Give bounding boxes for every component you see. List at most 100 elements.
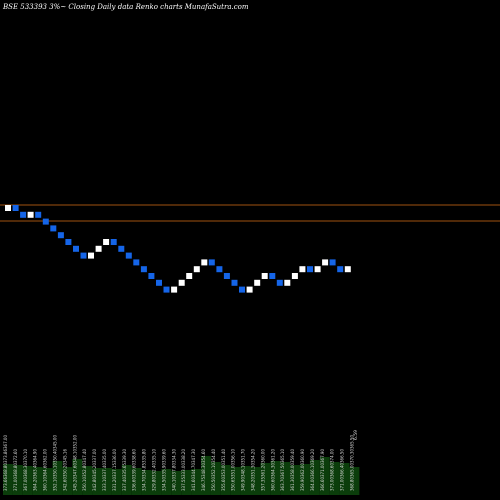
volume-label: 347.40 — [82, 449, 87, 463]
volume-label: 349.90 — [241, 477, 246, 491]
volume-label: 371.00 — [320, 463, 325, 477]
renko-brick-down — [216, 266, 223, 273]
volume-label: 342.80 — [92, 477, 97, 491]
volume-label: 334.70 — [142, 477, 147, 491]
volume-label: 350.65 — [231, 477, 236, 491]
volume-bar — [171, 471, 182, 495]
renko-brick-up — [201, 259, 208, 266]
volume-label: 340.10 — [171, 477, 176, 491]
volume-label: 335.80 — [142, 449, 147, 463]
volume-label: 334.85 — [142, 463, 147, 477]
renko-bricks — [5, 205, 351, 293]
volume-bar — [72, 459, 83, 495]
volume-label: 337.55 — [181, 477, 186, 491]
volume-label: 360.90 — [300, 449, 305, 463]
volume-bar — [32, 467, 43, 495]
volume-bar — [280, 462, 291, 495]
renko-brick-down — [140, 266, 147, 273]
volume-label: 373.86 — [3, 449, 8, 463]
chart-title: BSE 533393 3%~ Closing Daily data Renko … — [3, 3, 249, 11]
volume-label: 362.00 — [43, 449, 48, 463]
volume-label: 335.00 — [102, 449, 107, 463]
volume-label: 360.60 — [270, 477, 275, 491]
volume-label: 338.20 — [181, 449, 186, 463]
volume-label: 368.80 — [350, 477, 355, 491]
volume-label: 346.75 — [201, 477, 206, 491]
volume-label: 339.60 — [132, 463, 137, 477]
volume-label: 359.40 — [290, 449, 295, 463]
volume-bar — [22, 466, 33, 495]
volume-label: 363.40 — [33, 463, 38, 477]
volume-label: 337.80 — [171, 463, 176, 477]
volume-label: 363.70 — [280, 477, 285, 491]
volume-bar — [12, 465, 23, 495]
volume-label: 374.00 — [330, 449, 335, 463]
volume-label: 368.80 — [13, 463, 18, 477]
volume-label: 339.30 — [122, 449, 127, 463]
renko-brick-up — [314, 266, 321, 273]
volume-label: 348.10 — [241, 463, 246, 477]
volume-label: 368.80 — [3, 463, 8, 477]
volume-label: 331.20 — [112, 477, 117, 491]
volume-label: 358.00 — [290, 463, 295, 477]
volume-label: 369.20 — [310, 449, 315, 463]
volume-label: 345.20 — [72, 477, 77, 491]
volume-label: 357.35 — [260, 477, 265, 491]
volume-label: 373.00 — [330, 477, 335, 491]
volume-bar — [111, 469, 122, 495]
renko-brick-down — [329, 259, 336, 266]
renko-brick-down — [12, 205, 19, 211]
volume-label: 344.70 — [191, 463, 196, 477]
volume-label: 352.10 — [53, 477, 58, 491]
renko-brick-down — [65, 239, 72, 245]
volume-bar — [151, 471, 162, 495]
volume-label: 364.00 — [310, 477, 315, 491]
renko-brick-down — [231, 279, 238, 286]
volume-label: 335.90 — [161, 463, 166, 477]
renko-brick-up — [291, 273, 298, 279]
volume-label: 361.30 — [290, 477, 295, 491]
volume-bar — [42, 468, 53, 495]
volume-bar — [260, 463, 271, 495]
volume-label: 352.00 — [72, 435, 77, 449]
renko-brick-up — [171, 286, 178, 293]
volume-label: 354.20 — [251, 449, 256, 463]
volume-label: 361.20 — [270, 449, 275, 463]
volume-label: 367.00 — [23, 477, 28, 491]
volume-label: 351.70 — [241, 449, 246, 463]
volume-label: 337.15 — [112, 463, 117, 477]
renko-brick-down — [80, 252, 87, 259]
renko-brick-down — [50, 225, 57, 232]
volume-bar — [290, 465, 300, 495]
volume-bar — [181, 470, 192, 495]
volume-label: 367.50 — [280, 463, 285, 477]
volume-label: 347.60 — [72, 463, 77, 477]
volume-bar — [210, 462, 221, 495]
volume-bar — [319, 457, 330, 495]
volume-label: 351.40 — [221, 449, 226, 463]
volume-bar — [250, 467, 261, 495]
volume-label: 345.00 — [53, 435, 58, 449]
volume-label: 329.80 — [152, 477, 157, 491]
volume-label: 366.40 — [340, 463, 345, 477]
volume-label: 364.30 — [270, 463, 275, 477]
volume-bar — [240, 466, 251, 495]
volume-label: 371.00 — [13, 477, 18, 491]
volume-label: 367.90 — [320, 449, 325, 463]
volume-label: 364.60 — [43, 463, 48, 477]
volume-label: 351.30 — [251, 463, 256, 477]
renko-brick-up — [261, 273, 268, 279]
volume-label: 335.65 — [122, 463, 127, 477]
volume-bar — [201, 456, 211, 495]
volume-label: 364.90 — [33, 449, 38, 463]
renko-brick-down — [35, 211, 42, 218]
volume-label: 368.60 — [330, 463, 335, 477]
renko-brick-down — [73, 245, 79, 252]
volume-label: 359.90 — [300, 477, 305, 491]
volume-label: 348.10 — [72, 449, 77, 463]
renko-brick-up — [186, 273, 193, 279]
volume-label: 347.30 — [191, 449, 196, 463]
volume-label: 332.40 — [152, 463, 157, 477]
renko-brick-down — [125, 252, 132, 259]
volume-label: 371.00 — [340, 477, 345, 491]
